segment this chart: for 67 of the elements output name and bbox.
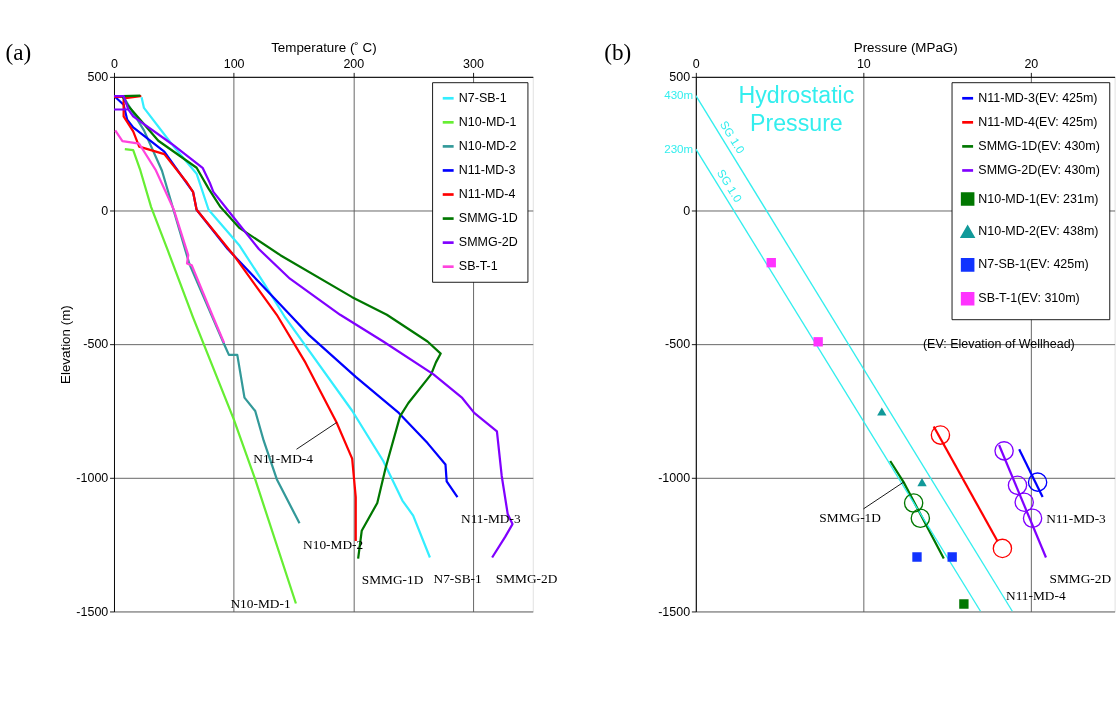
y-tick-label: 0: [101, 203, 109, 218]
series-label: 230m: [664, 142, 694, 155]
annotation: SMMG-1D: [819, 510, 882, 526]
y-axis-title: Elevation (m): [58, 305, 74, 384]
legend-label: N10-MD-1(EV: 231m): [978, 191, 1099, 206]
legend-label: N7-SB-1: [458, 90, 507, 105]
point: [877, 407, 887, 416]
legend-label: N10-MD-2(EV: 438m): [978, 224, 1099, 239]
legend-label: SMMG-1D: [458, 211, 518, 226]
x-tick-label: 100: [223, 57, 245, 72]
point: [959, 599, 969, 609]
x-tick-label: 20: [1024, 57, 1039, 72]
line-series: [114, 95, 459, 499]
annotation: (EV: Elevation of Wellhead): [922, 336, 1075, 351]
line-series: [114, 95, 357, 543]
chart-title: (b): [604, 38, 632, 65]
series-label: 430m: [664, 89, 694, 102]
x-tick-label: 10: [856, 57, 871, 72]
point: [903, 493, 924, 513]
point: [912, 552, 922, 562]
annotation: N11-MD-3: [1046, 510, 1107, 526]
point: [1022, 508, 1043, 528]
x-tick-label: 0: [111, 57, 119, 72]
legend-label: N11-MD-4: [458, 187, 516, 202]
annotation: SMMG-2D: [1049, 571, 1112, 587]
y-tick-label: 500: [669, 69, 691, 84]
legend-label: N7-SB-1(EV: 425m): [978, 257, 1089, 272]
y-tick-label: -1500: [658, 604, 691, 619]
annotation: SG 1.0: [714, 167, 745, 205]
x-axis-title: Temperature (˚ C): [271, 40, 377, 56]
point: [930, 425, 951, 445]
point: [1007, 475, 1028, 496]
point: [1014, 492, 1034, 512]
legend-label: N11-MD-4(EV: 425m): [978, 114, 1098, 129]
legend-label: N10-MD-2: [458, 138, 517, 153]
x-tick-label: 300: [463, 57, 484, 72]
line-series: [114, 129, 226, 344]
point: [813, 337, 823, 347]
point: [947, 552, 957, 562]
y-tick-label: -1000: [76, 470, 109, 485]
legend-label: N11-MD-3: [458, 163, 516, 178]
y-tick-label: -1000: [658, 470, 691, 485]
legend-label: SMMG-2D(EV: 430m): [978, 163, 1100, 178]
point: [766, 258, 776, 268]
annotation: SMMG-1D: [361, 572, 424, 588]
chart-title: (a): [5, 38, 32, 65]
legend-label: SB-T-1(EV: 310m): [978, 291, 1080, 306]
y-tick-label: 0: [683, 203, 691, 218]
annotation: SMMG-2D: [495, 571, 558, 587]
annotation: N11-MD-4: [1005, 588, 1066, 604]
x-axis-title: Pressure (MPaG): [853, 40, 958, 56]
y-tick-label: 500: [87, 69, 109, 84]
legend-label: SMMG-2D: [458, 235, 518, 250]
point: [1027, 472, 1048, 492]
legend-label: N11-MD-3(EV: 425m): [978, 90, 1098, 105]
y-tick-label: -500: [665, 337, 691, 352]
point: [992, 538, 1013, 559]
legend-label: SMMG-1D(EV: 430m): [978, 138, 1100, 153]
legend-label: SB-T-1: [458, 259, 498, 274]
y-tick-label: -500: [83, 337, 109, 352]
legend-label: N10-MD-1: [458, 114, 517, 129]
annotation: N10-MD-1: [230, 595, 291, 611]
point: [917, 478, 927, 487]
x-tick-label: 200: [343, 57, 365, 72]
point: [994, 441, 1014, 461]
y-tick-label: -1500: [76, 604, 109, 619]
point: [910, 508, 931, 528]
